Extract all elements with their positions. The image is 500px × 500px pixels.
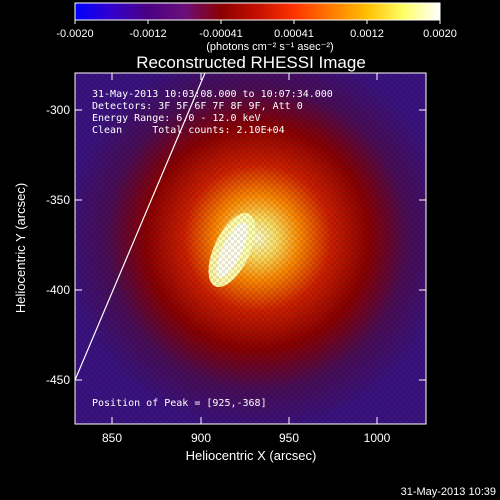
colorbar-tick-label: 0.00041 — [274, 28, 314, 40]
info-peak-position: Position of Peak = [925,-368] — [92, 398, 267, 409]
solar-limb-line — [75, 73, 206, 381]
rhessi-image-area — [75, 73, 426, 424]
colorbar-tick-label: -0.00041 — [199, 28, 242, 40]
y-tick-label: -400 — [46, 283, 70, 297]
y-axis-ticks — [75, 109, 426, 381]
colorbar-ticks — [74, 20, 441, 24]
colorbar-tick-labels: -0.0020 -0.0012 -0.00041 0.00041 0.0012 … — [56, 28, 456, 40]
x-tick-label: 850 — [102, 431, 122, 445]
colorbar-unit-label: (photons cm⁻² s⁻¹ asec⁻²) — [206, 41, 333, 53]
x-axis-ticks — [111, 73, 378, 424]
x-tick-label: 950 — [279, 431, 299, 445]
info-time-range: 31-May-2013 10:03:08.000 to 10:07:34.000 — [92, 89, 333, 100]
plot-frame — [74, 72, 427, 425]
colorbar — [74, 2, 441, 21]
y-tick-label: -450 — [46, 373, 70, 387]
info-detectors: Detectors: 3F 5F 6F 7F 8F 9F, Att 0 — [92, 101, 303, 112]
y-axis-label: Heliocentric Y (arcsec) — [13, 183, 28, 313]
info-clean: Clean Total counts: 2.10E+04 — [92, 125, 285, 136]
info-energy-range: Energy Range: 6.0 - 12.0 keV — [92, 113, 261, 124]
x-axis-label: Heliocentric X (arcsec) — [186, 448, 317, 463]
timestamp: 31-May-2013 10:39 — [401, 486, 496, 498]
colorbar-tick-label: 0.0012 — [350, 28, 384, 40]
x-axis-tick-labels: 850 900 950 1000 — [102, 431, 391, 445]
x-tick-label: 900 — [191, 431, 211, 445]
x-tick-label: 1000 — [364, 431, 391, 445]
y-axis-tick-labels: -300 -350 -400 -450 — [46, 103, 70, 387]
colorbar-tick-label: 0.0020 — [423, 28, 457, 40]
info-panel: 31-May-2013 10:03:08.000 to 10:07:34.000… — [92, 89, 333, 409]
colorbar-tick-label: -0.0020 — [56, 28, 93, 40]
colorbar-tick-label: -0.0012 — [129, 28, 166, 40]
y-tick-label: -350 — [46, 193, 70, 207]
y-tick-label: -300 — [46, 103, 70, 117]
plot-title: Reconstructed RHESSI Image — [136, 53, 366, 72]
